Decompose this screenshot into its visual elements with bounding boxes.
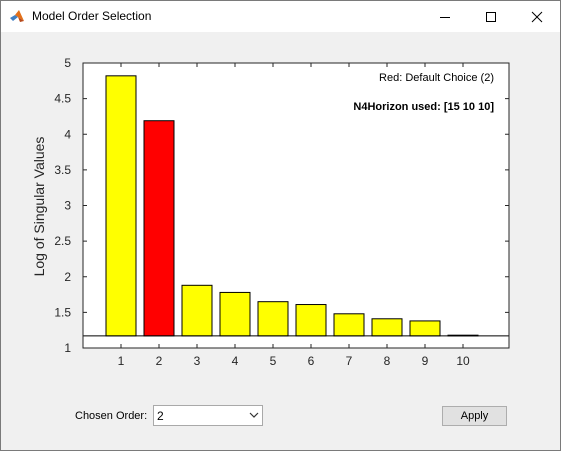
chosen-order-label: Chosen Order:: [75, 410, 148, 422]
x-tick-label: 6: [308, 354, 315, 368]
title-bar[interactable]: Model Order Selection: [1, 1, 560, 32]
y-tick-label: 1: [64, 341, 71, 355]
y-tick-label: 3: [64, 199, 71, 213]
x-tick-label: 8: [384, 354, 391, 368]
bar-chart: 11.522.533.544.5512345678910Model OrderL…: [31, 56, 510, 368]
x-tick-label: 9: [422, 354, 429, 368]
close-icon: [531, 11, 543, 22]
chosen-order-dropdown[interactable]: 2: [153, 405, 263, 426]
chevron-down-icon: [249, 412, 259, 418]
y-tick-label: 2: [64, 270, 71, 284]
x-tick-label: 7: [346, 354, 353, 368]
figure-area: 11.522.533.544.5512345678910Model OrderL…: [1, 32, 560, 450]
maximize-icon: [486, 11, 496, 22]
bar-5: [257, 301, 289, 337]
y-tick-label: 4: [64, 127, 71, 141]
bar-1: [105, 75, 137, 337]
matlab-icon: [10, 10, 24, 22]
x-tick-label: 3: [194, 354, 201, 368]
bar-3: [181, 284, 213, 337]
bar-6: [295, 304, 327, 337]
x-tick-label: 5: [270, 354, 277, 368]
bar-7: [333, 313, 365, 337]
window-title: Model Order Selection: [32, 9, 152, 23]
maximize-button[interactable]: [468, 1, 514, 32]
x-tick-label: 4: [232, 354, 239, 368]
minimize-icon: [440, 16, 450, 18]
y-tick-label: 3.5: [54, 163, 71, 177]
x-tick-label: 10: [456, 354, 470, 368]
bar-2: [143, 120, 175, 337]
y-tick-label: 5: [64, 56, 71, 70]
horizon-annotation: N4Horizon used: [15 10 10]: [353, 101, 494, 113]
apply-button[interactable]: Apply: [442, 406, 507, 426]
x-tick-label: 1: [118, 354, 125, 368]
minimize-button[interactable]: [422, 1, 468, 32]
y-tick-label: 4.5: [54, 92, 71, 106]
x-tick-label: 2: [156, 354, 163, 368]
y-tick-label: 1.5: [54, 305, 71, 319]
default-choice-annotation: Red: Default Choice (2): [379, 72, 494, 84]
close-button[interactable]: [514, 1, 560, 32]
bar-9: [409, 320, 441, 337]
y-tick-label: 2.5: [54, 234, 71, 248]
bar-8: [371, 318, 403, 337]
y-axis-label: Log of Singular Values: [31, 137, 47, 277]
bar-4: [219, 291, 251, 337]
chosen-order-value: 2: [157, 409, 164, 423]
